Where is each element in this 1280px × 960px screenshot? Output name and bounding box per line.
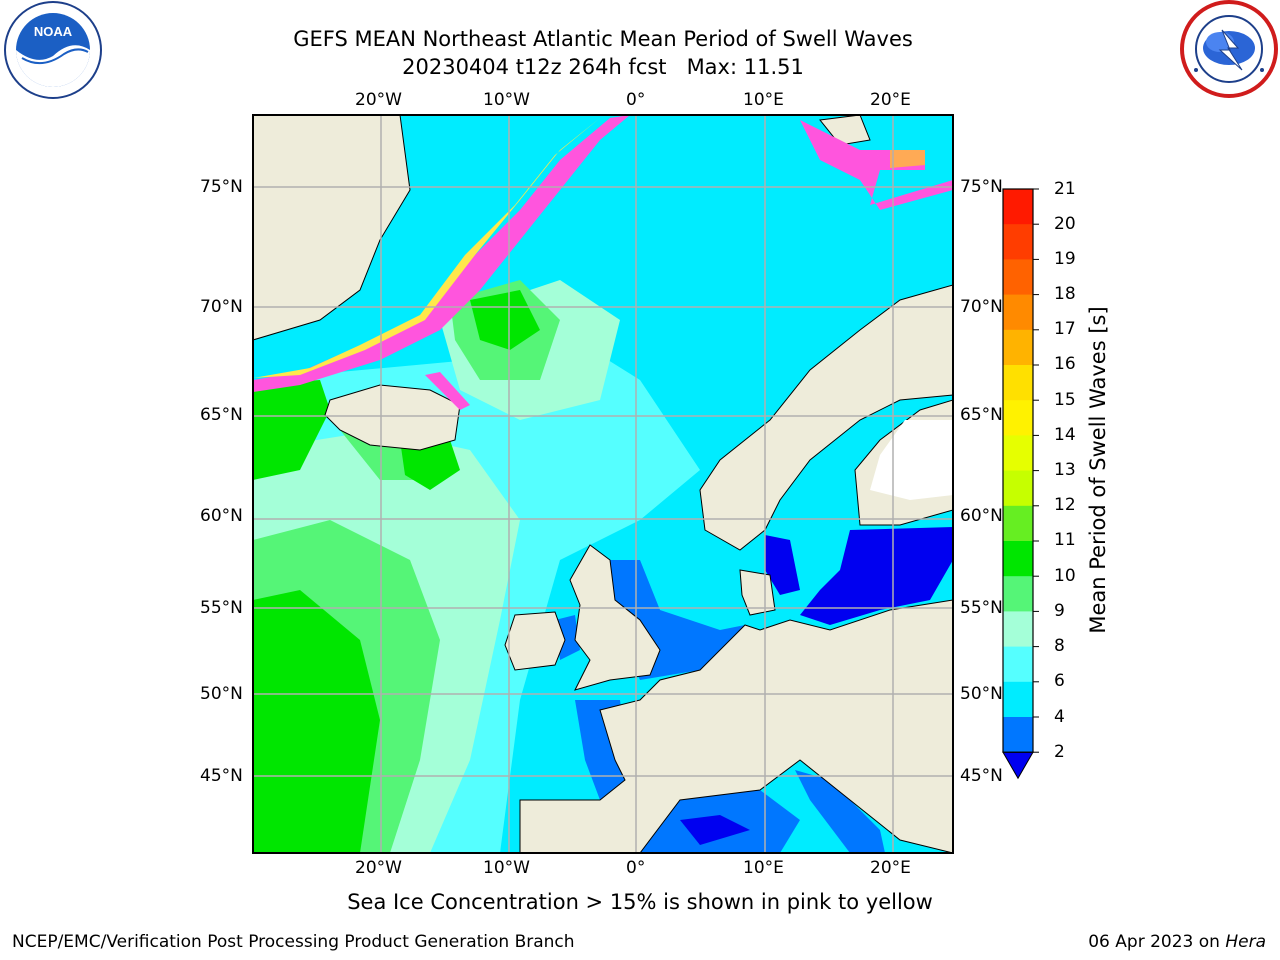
swell-2-4-adriatic [795, 770, 885, 853]
lon-label-top-10e: 10°E [743, 90, 784, 110]
lon-label-top-10w: 10°W [483, 90, 530, 110]
lat-label-right-65n: 65°N [960, 405, 1003, 425]
swell-lt2-baltic [800, 527, 953, 625]
colorbar-band-19-20 [1003, 224, 1033, 260]
great-britain-land [569, 544, 661, 691]
lat-label-right-75n: 75°N [960, 177, 1003, 197]
lat-label-right-55n: 55°N [960, 598, 1003, 618]
map-area [253, 115, 953, 853]
colorbar-band-13-14 [1003, 435, 1033, 472]
sea-ice-edge-greenland [253, 115, 630, 392]
scandinavia-land [699, 284, 953, 551]
footer-host: Hera [1225, 932, 1266, 952]
footer-date: 06 Apr 2023 on [1088, 932, 1226, 952]
continental-europe-land [519, 599, 953, 853]
swell-10-11-region [253, 590, 380, 853]
gulf-of-bothnia-ice [870, 420, 953, 500]
lat-label-left-75n: 75°N [200, 177, 243, 197]
noaa-logo: NOAA [4, 1, 102, 99]
colorbar-band-10-11 [1003, 541, 1033, 577]
sea-ice-iceland-north [425, 372, 470, 410]
colorbar-tick: 14 [1054, 425, 1076, 445]
swell-10-11-patch-2 [400, 440, 460, 490]
colorbar-band-8-9 [1003, 611, 1033, 648]
colorbar-tick: 15 [1054, 390, 1076, 410]
colorbar-label: Mean Period of Swell Waves [s] [1086, 306, 1110, 634]
colorbar-tick: 16 [1054, 354, 1076, 374]
plot-title-line2: 20230404 t12z 264h fcst Max: 11.51 [402, 55, 804, 79]
lon-label-top-0: 0° [626, 90, 646, 110]
colorbar-tick: 10 [1054, 566, 1076, 586]
colorbar-band-4-6 [1003, 681, 1033, 718]
colorbar-tick: 18 [1054, 284, 1076, 304]
colorbar-tick: 6 [1054, 671, 1065, 691]
colorbar-band-6-8 [1003, 646, 1033, 683]
lat-label-left-60n: 60°N [200, 506, 243, 526]
swell-lt2-kattegat [765, 535, 800, 595]
colorbar-tick: 11 [1054, 530, 1076, 550]
lat-label-left-70n: 70°N [200, 297, 243, 317]
colorbar-tick: 9 [1054, 601, 1065, 621]
lat-label-right-45n: 45°N [960, 766, 1003, 786]
lon-label-bottom-10e: 10°E [743, 858, 784, 878]
colorbar-band-20-21 [1003, 189, 1033, 225]
colorbar-band-15-16 [1003, 365, 1033, 401]
footer-left: NCEP/EMC/Verification Post Processing Pr… [12, 932, 575, 952]
lat-label-right-50n: 50°N [960, 684, 1003, 704]
lat-label-left-50n: 50°N [200, 684, 243, 704]
footer-right: 06 Apr 2023 on Hera [1088, 932, 1266, 952]
colorbar-tick: 17 [1054, 319, 1076, 339]
lon-label-top-20w: 20°W [355, 90, 402, 110]
ireland-land [504, 611, 566, 671]
colorbar-tick: 12 [1054, 495, 1076, 515]
lon-label-top-20e: 20°E [870, 90, 911, 110]
lat-label-right-70n: 70°N [960, 297, 1003, 317]
swell-10-11-west-iceland [253, 380, 330, 480]
colorbar-band-18-19 [1003, 259, 1033, 296]
lat-label-left-55n: 55°N [200, 598, 243, 618]
svg-text:NOAA: NOAA [34, 24, 73, 39]
colorbar-extend-arrow [1002, 751, 1034, 780]
colorbar-band-2-4 [1003, 717, 1033, 753]
greenland-land [253, 115, 411, 341]
colorbar-tick: 8 [1054, 636, 1065, 656]
colorbar-tick: 21 [1054, 179, 1076, 199]
lon-label-bottom-20e: 20°E [870, 858, 911, 878]
colorbar-band-11-12 [1003, 505, 1033, 542]
colorbar-band-9-10 [1003, 576, 1033, 612]
colorbar-band-17-18 [1003, 294, 1033, 331]
colorbar-tick: 13 [1054, 460, 1076, 480]
colorbar-tick: 2 [1054, 742, 1065, 762]
swell-10-11-patch [470, 290, 540, 350]
colorbar-tick: 20 [1054, 214, 1076, 234]
map-frame [252, 114, 954, 854]
lat-label-left-45n: 45°N [200, 766, 243, 786]
lat-label-left-65n: 65°N [200, 405, 243, 425]
sea-ice-barents-orange [890, 150, 925, 168]
colorbar-band-16-17 [1003, 329, 1033, 366]
nws-logo [1180, 0, 1278, 98]
iceland-land [324, 384, 461, 451]
sea-ice-barents [800, 120, 953, 210]
colorbar-tick: 4 [1054, 707, 1065, 727]
swell-lt2-tyrrhenian [680, 815, 750, 845]
colorbar-band-14-15 [1003, 400, 1033, 436]
lon-label-bottom-10w: 10°W [483, 858, 530, 878]
colorbar-tick: 19 [1054, 249, 1076, 269]
lon-label-bottom-0: 0° [626, 858, 646, 878]
sea-ice-caption: Sea Ice Concentration > 15% is shown in … [347, 890, 933, 914]
lon-label-bottom-20w: 20°W [355, 858, 402, 878]
lat-label-right-60n: 60°N [960, 506, 1003, 526]
plot-title-line1: GEFS MEAN Northeast Atlantic Mean Period… [293, 27, 913, 51]
colorbar-band-12-13 [1003, 470, 1033, 507]
